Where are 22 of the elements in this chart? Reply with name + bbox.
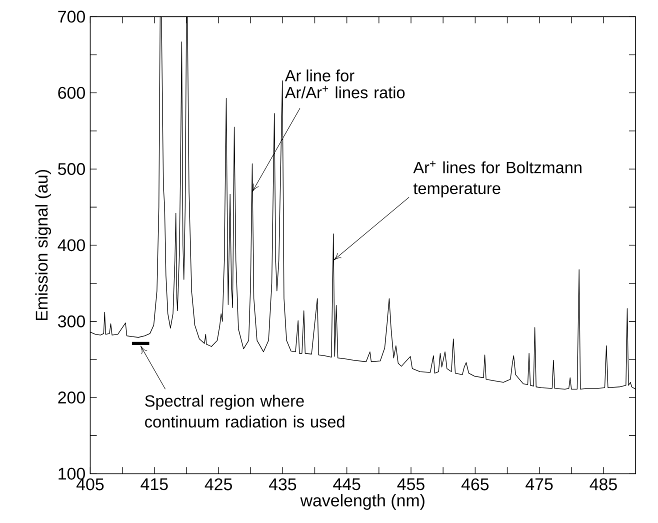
x-tick-label: 455 — [397, 478, 424, 490]
y-tick-label: 700 — [58, 10, 85, 23]
x-tick-label: 415 — [140, 478, 168, 490]
annotation: Ar line for — [284, 70, 354, 82]
x-tick-label: 445 — [333, 478, 360, 490]
x-tick-label: 475 — [526, 478, 553, 490]
x-tick-label: 465 — [461, 478, 489, 490]
y-axis-title: Emission signal (au) — [35, 170, 52, 320]
y-tick-label: 200 — [58, 392, 85, 404]
y-tick-label: 500 — [58, 163, 85, 176]
x-tick-label: 405 — [76, 478, 104, 490]
x-axis-title: wavelength (nm) — [300, 494, 424, 510]
y-tick-label: 400 — [58, 239, 85, 252]
annotation: Ar$^{+}$ lines for Boltzmann temperature — [413, 161, 582, 198]
y-tick-label: 600 — [58, 86, 85, 99]
y-tick-label: 100 — [58, 468, 85, 480]
y-tick-label: 300 — [58, 315, 85, 328]
annotation: Ar/Ar$^{+}$ lines ratio — [284, 86, 405, 98]
x-tick-label: 485 — [590, 478, 617, 490]
annotation: Spectral region where continuum radiation is used — [145, 394, 344, 428]
x-tick-label: 425 — [204, 478, 232, 490]
x-tick-label: 435 — [268, 478, 296, 490]
